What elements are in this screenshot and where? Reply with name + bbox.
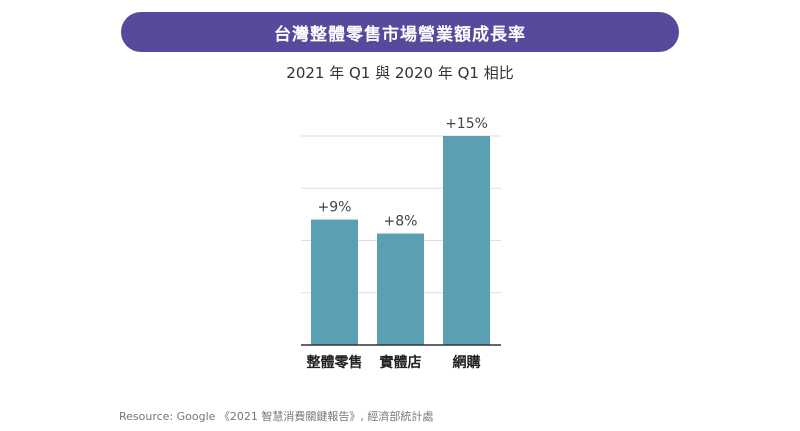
bar <box>311 219 358 345</box>
chart-subtitle: 2021 年 Q1 與 2020 年 Q1 相比 <box>286 64 514 82</box>
bar-chart: +9% 整體零售 +8% 實體店 +15% 網購 <box>301 116 501 371</box>
data-label: +8% <box>384 214 418 230</box>
bar <box>443 136 490 345</box>
chart-title-text: 台灣整體零售市場營業額成長率 <box>274 24 526 45</box>
data-label: +15% <box>445 116 488 132</box>
source-note: Resource: Google 《2021 智慧消費關鍵報告》, 經濟部統計處 <box>119 410 434 423</box>
category-label: 實體店 <box>380 354 422 371</box>
chart-title: 台灣整體零售市場營業額成長率 <box>121 12 679 52</box>
bar <box>377 233 424 345</box>
category-label: 整體零售 <box>306 354 363 371</box>
data-label: +9% <box>318 200 352 216</box>
category-label: 網購 <box>453 354 481 371</box>
